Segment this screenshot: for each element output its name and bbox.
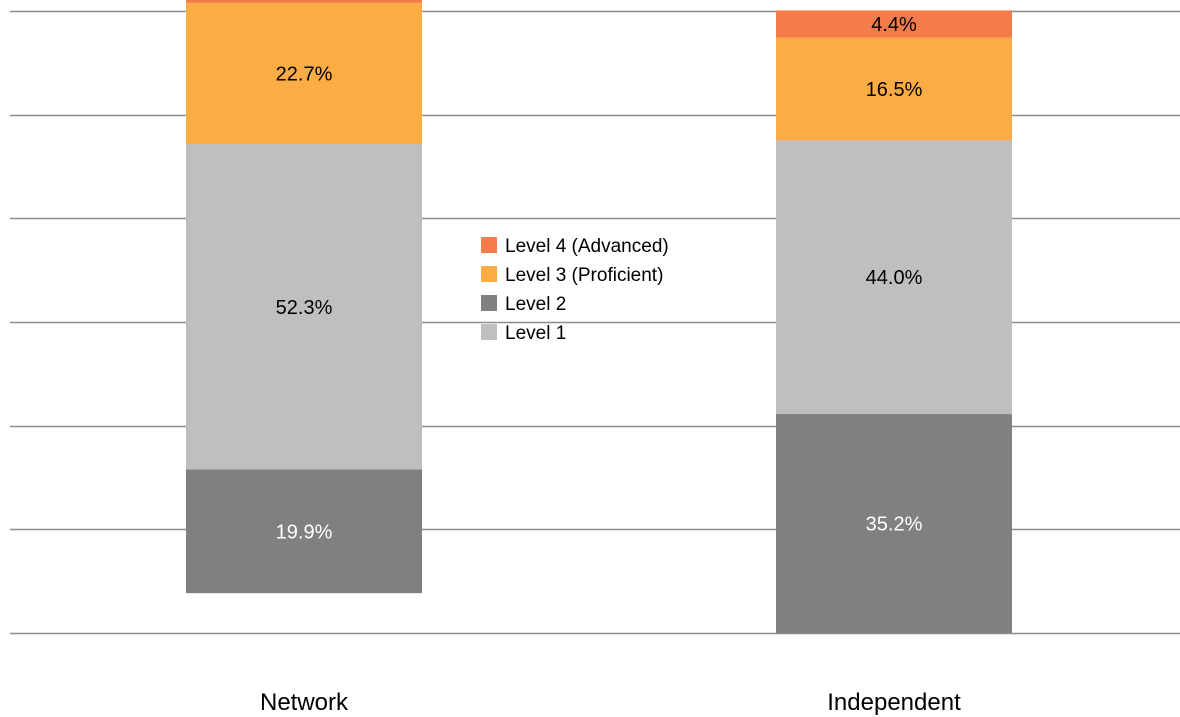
- legend-swatch: [481, 266, 497, 282]
- category-label: Independent: [827, 689, 961, 716]
- bar-segment-level-2-network: [186, 469, 422, 594]
- bar-segment-level-4-advanced--independent: [776, 10, 1012, 38]
- legend-label: Level 3 (Proficient): [505, 265, 663, 286]
- category-labels: Network Independent: [260, 689, 961, 716]
- legend-label: Level 4 (Advanced): [505, 236, 669, 257]
- legend: Level 4 (Advanced) Level 3 (Proficient) Le…: [481, 236, 669, 344]
- legend-swatch: [481, 237, 497, 253]
- bar-segment-level-1-independent: [776, 140, 1012, 415]
- legend-swatch: [481, 324, 497, 340]
- data-labels: 19.9%52.3%22.7%5.2%35.2%44.0%16.5%4.4%: [276, 14, 923, 543]
- bar-segment-level-1-network: [186, 144, 422, 470]
- data-label: 4.4%: [871, 14, 917, 36]
- bar-segment-level-3-proficient--independent: [776, 37, 1012, 141]
- bars: [186, 0, 1012, 633]
- bar-segment-level-4-advanced--network: [186, 0, 422, 3]
- legend-swatch: [481, 295, 497, 311]
- category-label: Network: [260, 689, 349, 716]
- legend-label: Level 1: [505, 323, 566, 344]
- legend-label: Level 2: [505, 294, 566, 315]
- data-label: 19.9%: [276, 521, 333, 543]
- data-label: 16.5%: [866, 79, 923, 101]
- bar-segment-level-2-independent: [776, 414, 1012, 633]
- data-label: 35.2%: [866, 514, 923, 536]
- data-label: 52.3%: [276, 297, 333, 319]
- bar-segment-level-3-proficient--network: [186, 2, 422, 145]
- data-label: 44.0%: [866, 267, 923, 289]
- data-label: 22.7%: [276, 64, 333, 86]
